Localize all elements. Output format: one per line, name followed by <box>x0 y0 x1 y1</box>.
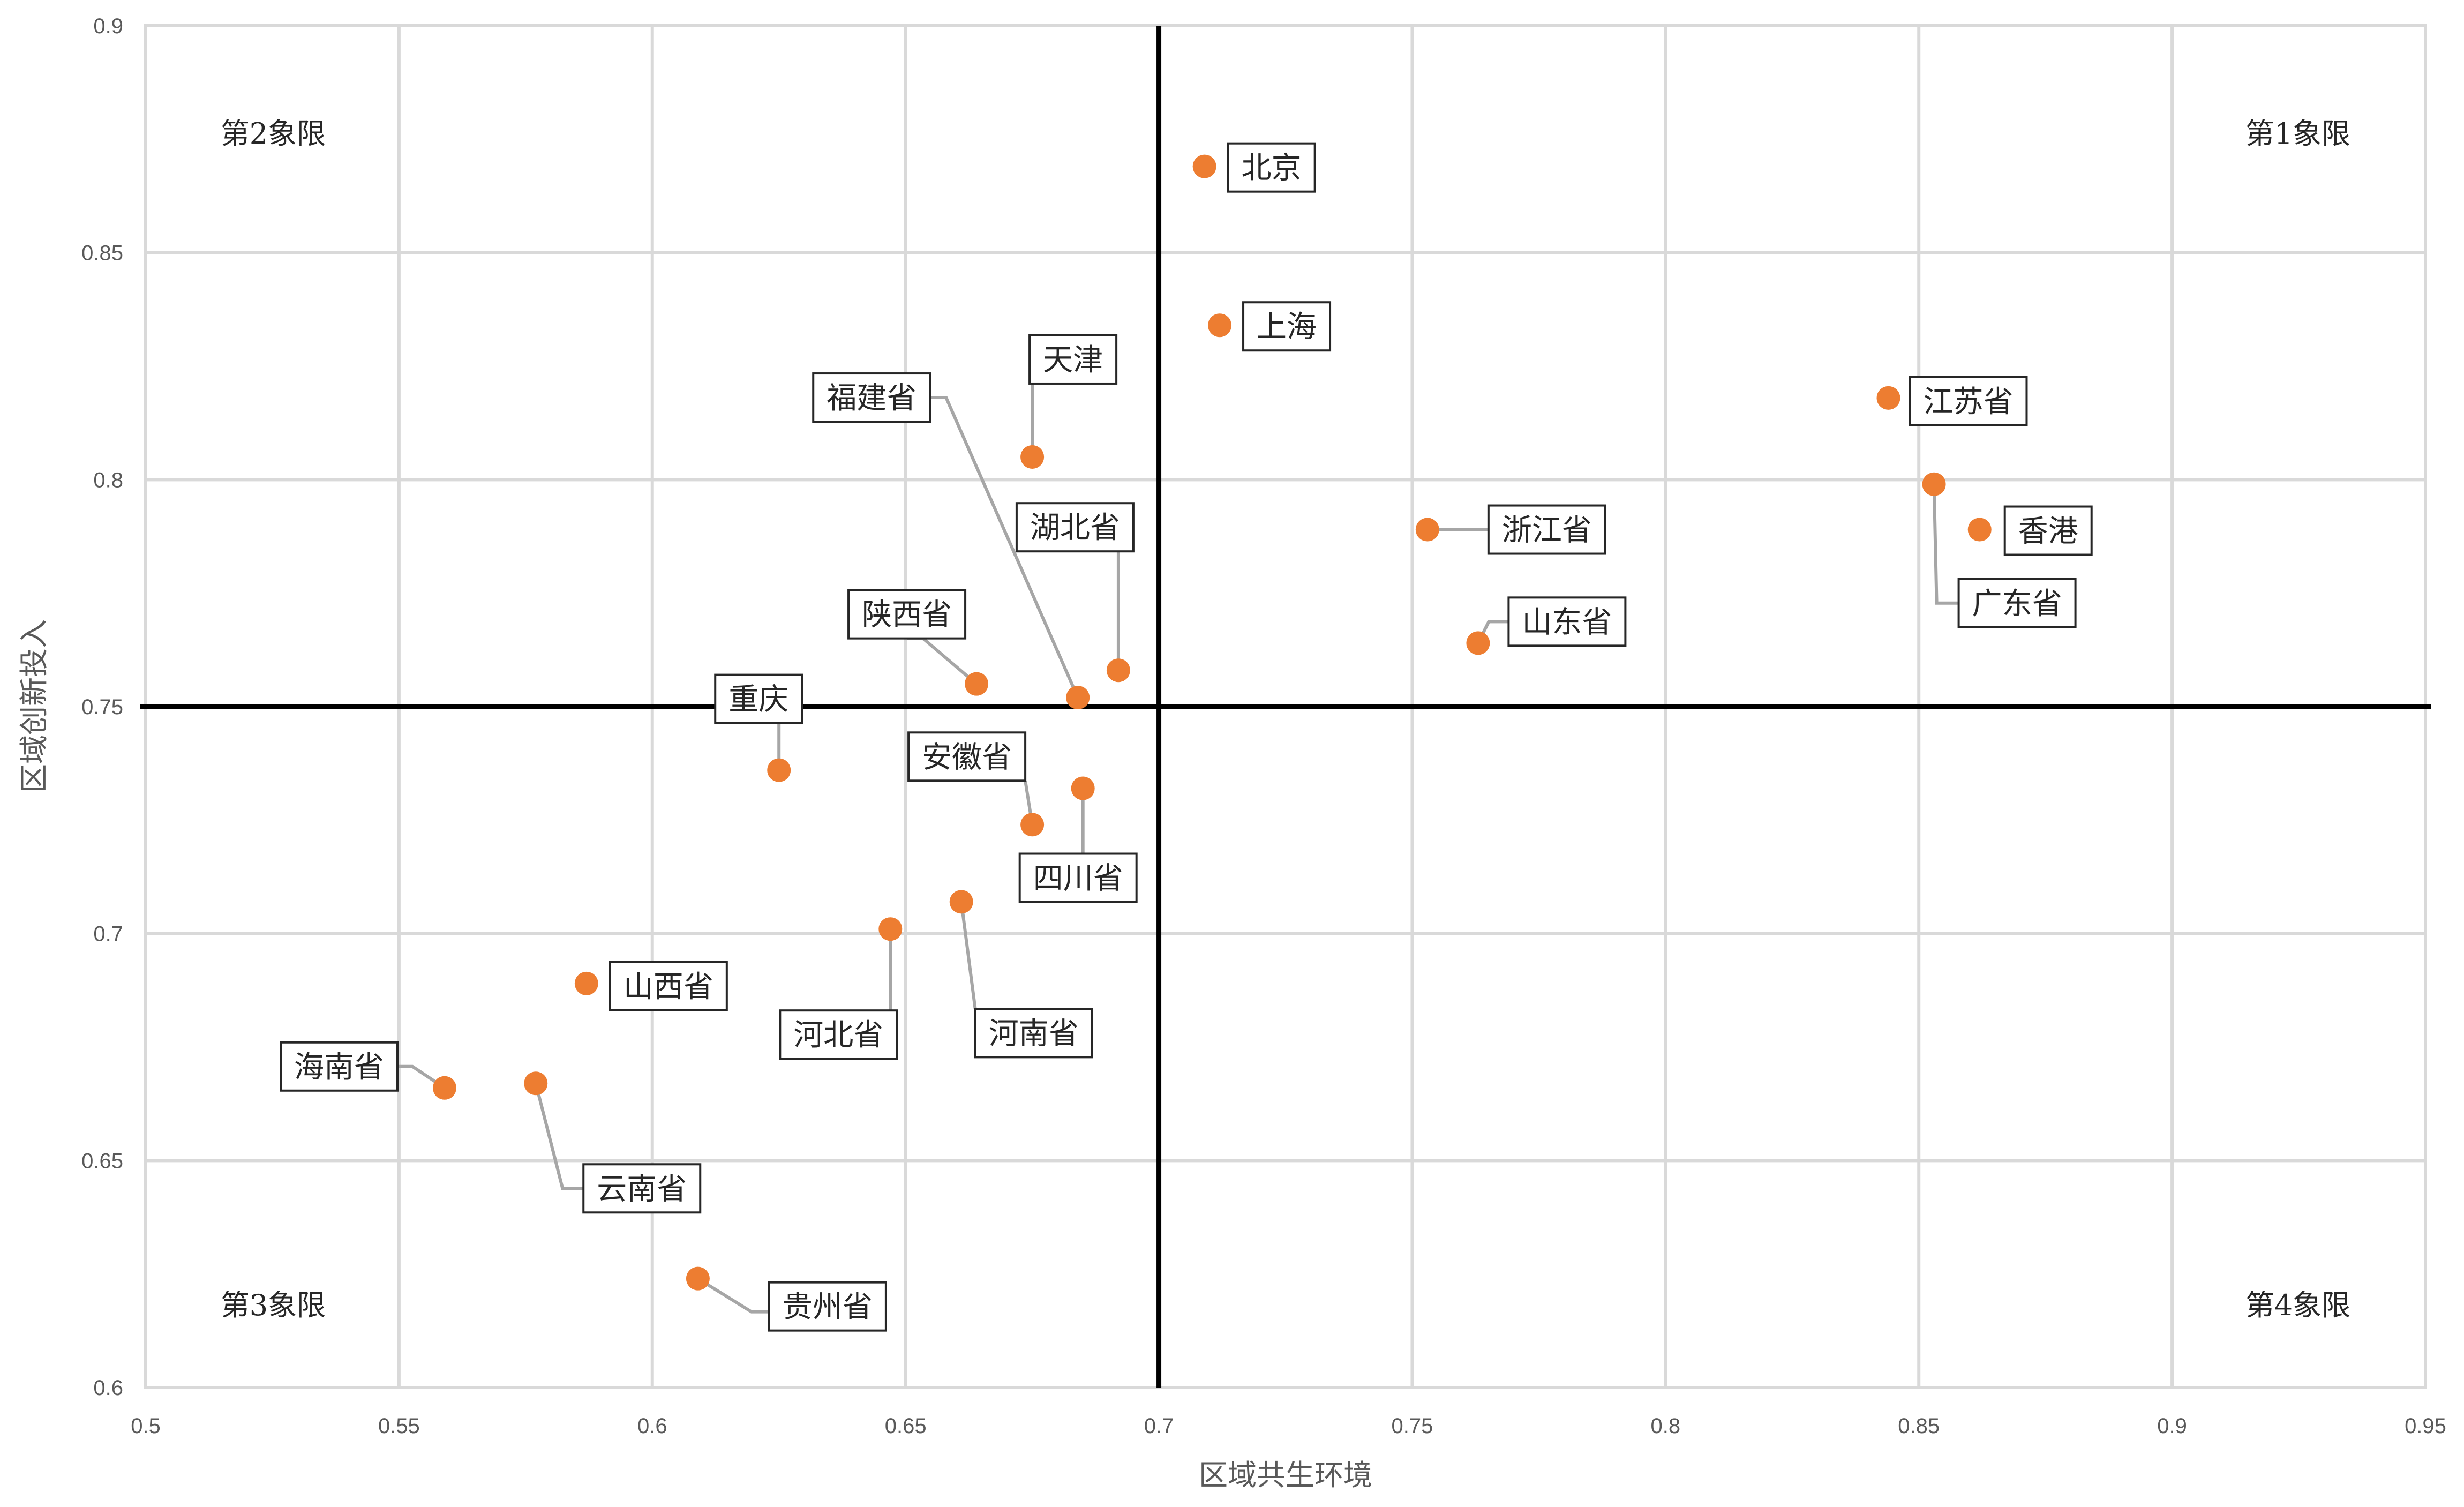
point-label-box <box>2003 505 2093 556</box>
point-label-box <box>1507 596 1627 647</box>
data-point <box>1208 313 1232 338</box>
y-tick-label: 0.7 <box>93 923 123 946</box>
tick-labels: 0.5 0.55 0.6 0.65 0.7 0.75 0.8 0.85 0.9 0.95 0.6 0.… <box>81 14 2446 1438</box>
point-label: 重庆 <box>728 683 788 717</box>
point-label-box <box>1242 301 1332 352</box>
leader-line <box>534 1083 584 1190</box>
point-label-box <box>1028 334 1118 385</box>
y-tick-label: 0.65 <box>81 1149 123 1173</box>
point-label-box <box>714 673 803 724</box>
point-label: 河北省 <box>793 1018 883 1053</box>
leader-line <box>1932 484 1959 605</box>
x-tick-label: 0.6 <box>637 1414 667 1438</box>
point-label-box <box>280 1041 399 1092</box>
point-label-box <box>907 731 1027 782</box>
point-label-box <box>1909 376 2028 426</box>
data-point <box>433 1076 457 1100</box>
quadrant-dividers <box>140 26 2431 1388</box>
data-point <box>524 1071 548 1096</box>
point-label-box <box>779 1009 898 1060</box>
y-tick-label: 0.8 <box>93 468 123 492</box>
point-label: 海南省 <box>294 1050 384 1085</box>
point-label: 上海 <box>1257 310 1317 344</box>
leader-line <box>397 1064 446 1090</box>
leader-line <box>959 901 977 1009</box>
data-point <box>1192 154 1216 178</box>
data-point <box>574 971 598 995</box>
quadrant-label-1: 第1象限 <box>2245 117 2350 151</box>
point-label: 云南省 <box>597 1172 687 1206</box>
x-tick-label: 0.55 <box>378 1414 420 1438</box>
point-label-box <box>609 961 728 1011</box>
data-point <box>767 758 791 782</box>
data-point <box>1466 631 1490 655</box>
y-tick-label: 0.85 <box>81 242 123 265</box>
data-point <box>1066 686 1090 710</box>
data-point <box>949 890 973 914</box>
point-label-box <box>1957 578 2077 628</box>
data-point <box>1020 813 1045 837</box>
point-label-box <box>768 1281 887 1332</box>
point-label: 山西省 <box>623 970 713 1004</box>
point-label: 天津 <box>1043 343 1103 378</box>
data-point <box>1922 472 1946 496</box>
x-tick-label: 0.75 <box>1392 1414 1433 1438</box>
x-tick-label: 0.65 <box>885 1414 927 1438</box>
quadrant-label-4: 第4象限 <box>2245 1288 2350 1322</box>
x-tick-label: 0.85 <box>1898 1414 1940 1438</box>
data-point <box>1106 658 1130 683</box>
data-point <box>1876 386 1900 410</box>
point-label: 江苏省 <box>1923 385 2013 419</box>
quadrant-label-3: 第3象限 <box>221 1288 326 1322</box>
leader-line <box>930 396 1079 699</box>
x-tick-label: 0.95 <box>2405 1414 2446 1438</box>
x-tick-label: 0.7 <box>1144 1414 1174 1438</box>
quadrant-labels: 第1象限 第2象限 第3象限 第4象限 <box>221 117 2350 1322</box>
data-point <box>1415 518 1439 542</box>
point-label-box <box>812 372 931 423</box>
point-label-box <box>847 589 967 640</box>
data-point <box>878 917 903 941</box>
y-tick-label: 0.75 <box>81 695 123 719</box>
y-tick-label: 0.6 <box>93 1376 123 1400</box>
data-point <box>965 672 989 696</box>
point-label: 香港 <box>2018 514 2078 549</box>
point-label: 贵州省 <box>783 1290 873 1325</box>
data-point <box>686 1266 710 1291</box>
leader-line <box>907 636 978 685</box>
point-label-box <box>582 1163 702 1214</box>
point-label-box <box>974 1008 1093 1059</box>
x-tick-label: 0.8 <box>1651 1414 1681 1438</box>
point-label: 湖北省 <box>1030 511 1120 545</box>
y-axis-title: 区域创新投入 <box>17 619 51 793</box>
point-label-box <box>1018 852 1138 903</box>
point-label: 北京 <box>1242 151 1302 186</box>
point-label-box <box>1227 142 1316 193</box>
point-label: 山东省 <box>1522 605 1612 640</box>
leader-line <box>697 1277 769 1314</box>
point-label: 四川省 <box>1033 861 1123 896</box>
point-label: 广东省 <box>1972 587 2062 621</box>
data-point <box>1071 776 1095 800</box>
x-axis-title: 区域共生环境 <box>1199 1458 1372 1492</box>
data-point <box>1967 518 1992 542</box>
x-tick-label: 0.9 <box>2157 1414 2187 1438</box>
point-label: 安徽省 <box>922 740 1012 775</box>
data-points <box>433 154 1992 1291</box>
point-label: 陕西省 <box>862 598 952 633</box>
point-label-box <box>1487 504 1606 555</box>
point-label: 福建省 <box>827 381 917 416</box>
point-label: 浙江省 <box>1502 513 1592 548</box>
x-tick-label: 0.5 <box>131 1414 161 1438</box>
quadrant-label-2: 第2象限 <box>221 117 326 151</box>
point-label-box <box>1015 502 1135 553</box>
y-tick-label: 0.9 <box>93 14 123 38</box>
data-point <box>1020 445 1045 469</box>
point-label: 河南省 <box>989 1016 1079 1051</box>
